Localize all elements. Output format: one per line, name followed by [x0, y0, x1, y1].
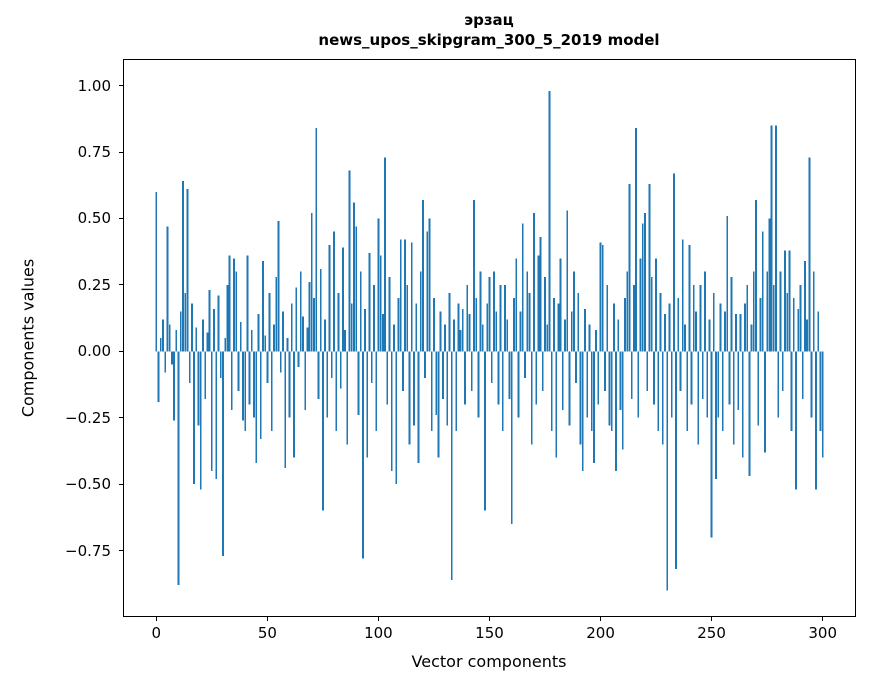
x-tick-label: 150	[475, 624, 504, 642]
x-tick-mark	[489, 617, 490, 621]
x-tick-label: 0	[151, 624, 162, 642]
y-tick-label: −0.50	[65, 475, 111, 494]
y-tick-mark	[119, 417, 123, 419]
plot-area	[123, 59, 856, 617]
y-tick-label: 0.00	[77, 342, 111, 361]
chart-title: эрзац	[464, 11, 514, 29]
y-tick-mark	[119, 217, 123, 219]
x-tick-label: 100	[364, 624, 393, 642]
x-tick-mark	[822, 617, 824, 621]
y-tick-mark	[119, 550, 123, 552]
x-axis-label: Vector components	[411, 652, 567, 671]
y-tick-label: 1.00	[77, 76, 111, 95]
y-axis-label: Components values	[18, 258, 38, 418]
y-tick-mark	[119, 483, 123, 485]
bar-series	[123, 59, 856, 617]
x-tick-mark	[377, 617, 379, 621]
x-tick-label: 300	[808, 624, 837, 642]
y-tick-mark	[119, 85, 123, 87]
y-tick-mark	[119, 284, 123, 286]
y-tick-label: 0.50	[77, 209, 111, 228]
x-tick-mark	[266, 617, 268, 621]
x-tick-label: 250	[697, 624, 726, 642]
chart-subtitle: news_upos_skipgram_300_5_2019 model	[318, 31, 660, 49]
y-tick-label: 0.75	[77, 143, 111, 161]
x-tick-label: 200	[586, 624, 615, 642]
x-tick-mark	[600, 617, 602, 621]
y-tick-label: −0.75	[65, 541, 111, 560]
x-tick-mark	[155, 617, 157, 621]
chart-title-block: эрзац news_upos_skipgram_300_5_2019 mode…	[318, 10, 659, 50]
y-tick-label: 0.25	[77, 275, 111, 294]
y-tick-mark	[119, 151, 123, 153]
x-tick-mark	[711, 617, 713, 621]
y-tick-label: −0.25	[65, 408, 111, 427]
x-tick-label: 50	[257, 624, 277, 642]
y-tick-mark	[119, 350, 123, 352]
